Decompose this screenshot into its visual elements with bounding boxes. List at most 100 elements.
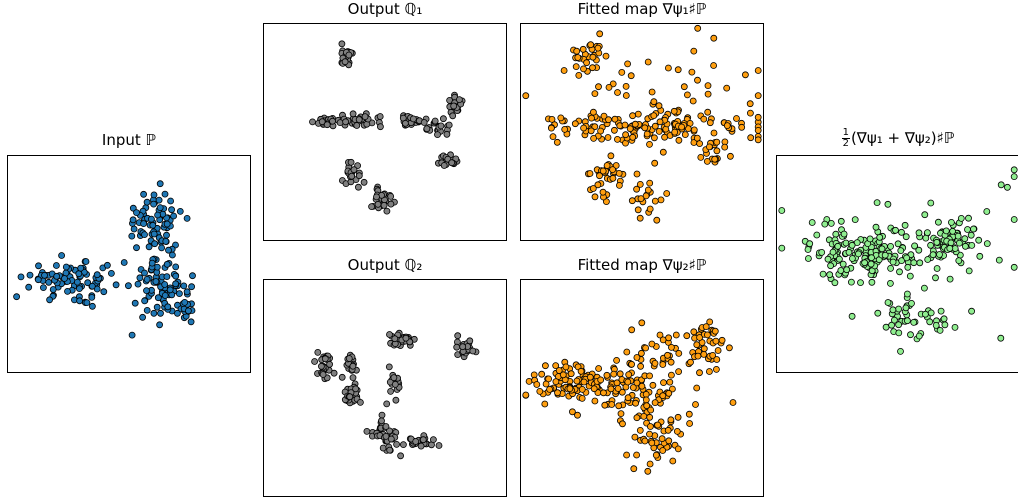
point-avg-148 xyxy=(903,254,911,262)
panel-fitted-1 xyxy=(520,23,764,241)
point-fit1-68 xyxy=(629,112,636,120)
point-fit1-251 xyxy=(710,62,718,69)
point-input-159 xyxy=(88,282,96,290)
point-fit2-104 xyxy=(590,385,598,393)
point-fit2-145 xyxy=(613,357,620,364)
point-input-238 xyxy=(143,276,151,283)
point-fit1-275 xyxy=(588,114,595,122)
point-out1-79 xyxy=(377,123,384,131)
point-input-233 xyxy=(161,292,169,299)
point-out2-112 xyxy=(338,373,346,381)
point-avg-162 xyxy=(933,265,941,272)
point-fit2-249 xyxy=(669,457,677,465)
point-out2-168 xyxy=(382,423,390,430)
point-out2-170 xyxy=(397,452,405,460)
point-out2-152 xyxy=(378,417,385,425)
point-fit1-111 xyxy=(704,108,712,116)
point-input-237 xyxy=(150,309,158,317)
scatter-output-2 xyxy=(311,329,480,460)
point-fit2-90 xyxy=(541,362,549,370)
point-out2-22 xyxy=(321,355,329,363)
point-input-139 xyxy=(61,275,68,282)
point-fit2-216 xyxy=(725,344,733,352)
point-out2-1 xyxy=(314,349,322,356)
point-out2-102 xyxy=(392,396,400,404)
point-out1-218 xyxy=(374,200,382,208)
point-fit2-279 xyxy=(659,447,667,454)
point-avg-154 xyxy=(924,256,932,263)
point-input-144 xyxy=(75,270,83,278)
point-fit2-86 xyxy=(533,381,541,388)
point-fit1-247 xyxy=(713,138,721,146)
point-fit1-125 xyxy=(650,112,658,119)
point-fit1-34 xyxy=(733,115,740,122)
point-avg-60 xyxy=(804,255,812,262)
point-out2-176 xyxy=(387,435,395,443)
point-avg-291 xyxy=(848,312,856,320)
point-out2-88 xyxy=(469,347,477,355)
point-avg-284 xyxy=(968,307,976,315)
point-out1-24 xyxy=(345,51,353,59)
point-avg-106 xyxy=(829,248,837,256)
point-avg-178 xyxy=(983,240,991,247)
point-input-155 xyxy=(74,278,81,286)
point-fit2-74 xyxy=(567,370,575,378)
point-fit1-165 xyxy=(678,123,686,131)
point-out2-131 xyxy=(357,399,364,406)
point-avg-96 xyxy=(866,235,874,243)
point-fit1-230 xyxy=(726,152,734,160)
point-avg-66 xyxy=(813,231,821,239)
point-out2-201 xyxy=(435,442,443,449)
point-fit2-163 xyxy=(638,382,646,390)
point-out1-31 xyxy=(309,118,316,126)
point-input-15 xyxy=(140,190,148,198)
point-fit1-172 xyxy=(571,120,579,128)
point-fit2-176 xyxy=(672,331,680,339)
point-fit1-197 xyxy=(616,181,623,189)
point-avg-176 xyxy=(968,242,976,249)
point-fit2-162 xyxy=(625,371,633,378)
point-avg-292 xyxy=(881,251,889,259)
point-avg-159 xyxy=(889,258,897,266)
title-fitted-1: Fitted map ∇ψ₁♯ℙ xyxy=(577,0,707,18)
point-fit2-95 xyxy=(566,385,574,392)
point-fit2-150 xyxy=(624,394,632,402)
point-out1-22 xyxy=(341,58,349,66)
point-fit1-163 xyxy=(706,119,714,127)
point-fit2-201 xyxy=(628,360,635,368)
point-fit1-261 xyxy=(680,83,688,91)
point-fit1-188 xyxy=(599,167,607,175)
point-input-232 xyxy=(148,259,156,267)
point-input-222 xyxy=(152,278,160,285)
point-fit2-287 xyxy=(664,426,672,434)
point-fit1-263 xyxy=(624,60,631,68)
point-input-25 xyxy=(156,180,164,188)
point-avg-212 xyxy=(922,234,930,242)
point-fit2-206 xyxy=(646,372,654,380)
point-fit2-229 xyxy=(706,318,714,326)
point-fit1-259 xyxy=(648,88,656,96)
point-out1-75 xyxy=(336,119,344,126)
point-input-240 xyxy=(187,318,195,326)
point-avg-274 xyxy=(932,321,940,329)
point-fit2-108 xyxy=(545,375,553,383)
point-fit1-287 xyxy=(605,84,613,91)
point-input-217 xyxy=(145,243,153,251)
point-out2-21 xyxy=(318,362,325,370)
point-fit1-20 xyxy=(589,53,597,61)
point-fit2-38 xyxy=(569,408,576,416)
scatter-output-1 xyxy=(309,40,466,215)
point-fit1-162 xyxy=(614,136,621,143)
point-input-59 xyxy=(183,215,191,222)
point-fit1-266 xyxy=(741,71,749,79)
point-fit1-115 xyxy=(700,115,708,123)
point-out1-216 xyxy=(380,201,388,209)
point-avg-149 xyxy=(910,259,918,267)
point-avg-172 xyxy=(964,226,971,233)
point-fit2-83 xyxy=(562,363,570,371)
point-input-53 xyxy=(170,212,178,220)
point-input-198 xyxy=(143,306,151,314)
point-out1-211 xyxy=(383,207,391,215)
point-fit1-200 xyxy=(603,198,610,206)
point-out2-127 xyxy=(352,385,359,393)
